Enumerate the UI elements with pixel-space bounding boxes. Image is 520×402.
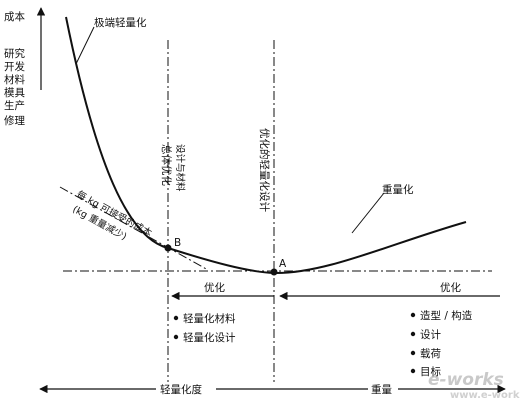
vline-label-total-opt: 总体优化 (160, 144, 173, 186)
point-a-label: A (279, 258, 287, 270)
right-list-item-4: 目标 (420, 366, 441, 378)
label-heavy: 重量化 (382, 183, 414, 196)
bottom-label-bg (156, 382, 216, 396)
leader-heavy (351, 192, 385, 234)
bullet-icon (410, 312, 416, 318)
tangent-line (59, 186, 209, 271)
bullet-icon (173, 334, 179, 340)
point-b (164, 244, 172, 252)
optimize-label-left: 优化 (204, 281, 225, 294)
watermark-url: www.e-works.net.cn (450, 390, 520, 401)
y-axis-item-production: 生产 (4, 99, 25, 112)
y-axis-item-research: 研究 (4, 47, 25, 60)
vline-label-optimized-design: 优化的轻量化设计 (258, 128, 271, 212)
bullet-icon (173, 315, 179, 321)
right-list-item-2: 设计 (420, 328, 441, 341)
leader-extreme (75, 26, 95, 65)
optimize-label-right: 优化 (440, 281, 461, 294)
x-axis-label-lightweight-degree: 轻量化度 (160, 383, 202, 396)
left-list-item-1: 轻量化材料 (183, 312, 236, 325)
y-axis-item-repair: 修理 (4, 114, 25, 127)
label-extreme-lightweight: 极端轻量化 (94, 16, 147, 29)
left-list-item-2: 轻量化设计 (183, 331, 236, 344)
right-list-item-3: 载荷 (420, 348, 441, 360)
bullet-icon (410, 331, 416, 337)
bottom-label-bg (368, 382, 398, 396)
point-b-label: B (174, 237, 181, 249)
bullet-icon (410, 350, 416, 356)
y-axis-title: 成本 (4, 10, 25, 23)
y-axis-item-material: 材料 (4, 73, 25, 86)
vline-label-design-material: 设计与材料 (174, 144, 186, 192)
bullet-icon (410, 368, 416, 374)
cost-curve (65, 16, 467, 275)
y-axis-item-mould: 模具 (4, 87, 25, 99)
x-axis-label-weight: 重量 (371, 383, 392, 396)
right-list-item-1: 造型 / 构造 (420, 309, 473, 322)
y-axis-item-development: 开发 (4, 60, 25, 73)
point-a (270, 268, 278, 276)
